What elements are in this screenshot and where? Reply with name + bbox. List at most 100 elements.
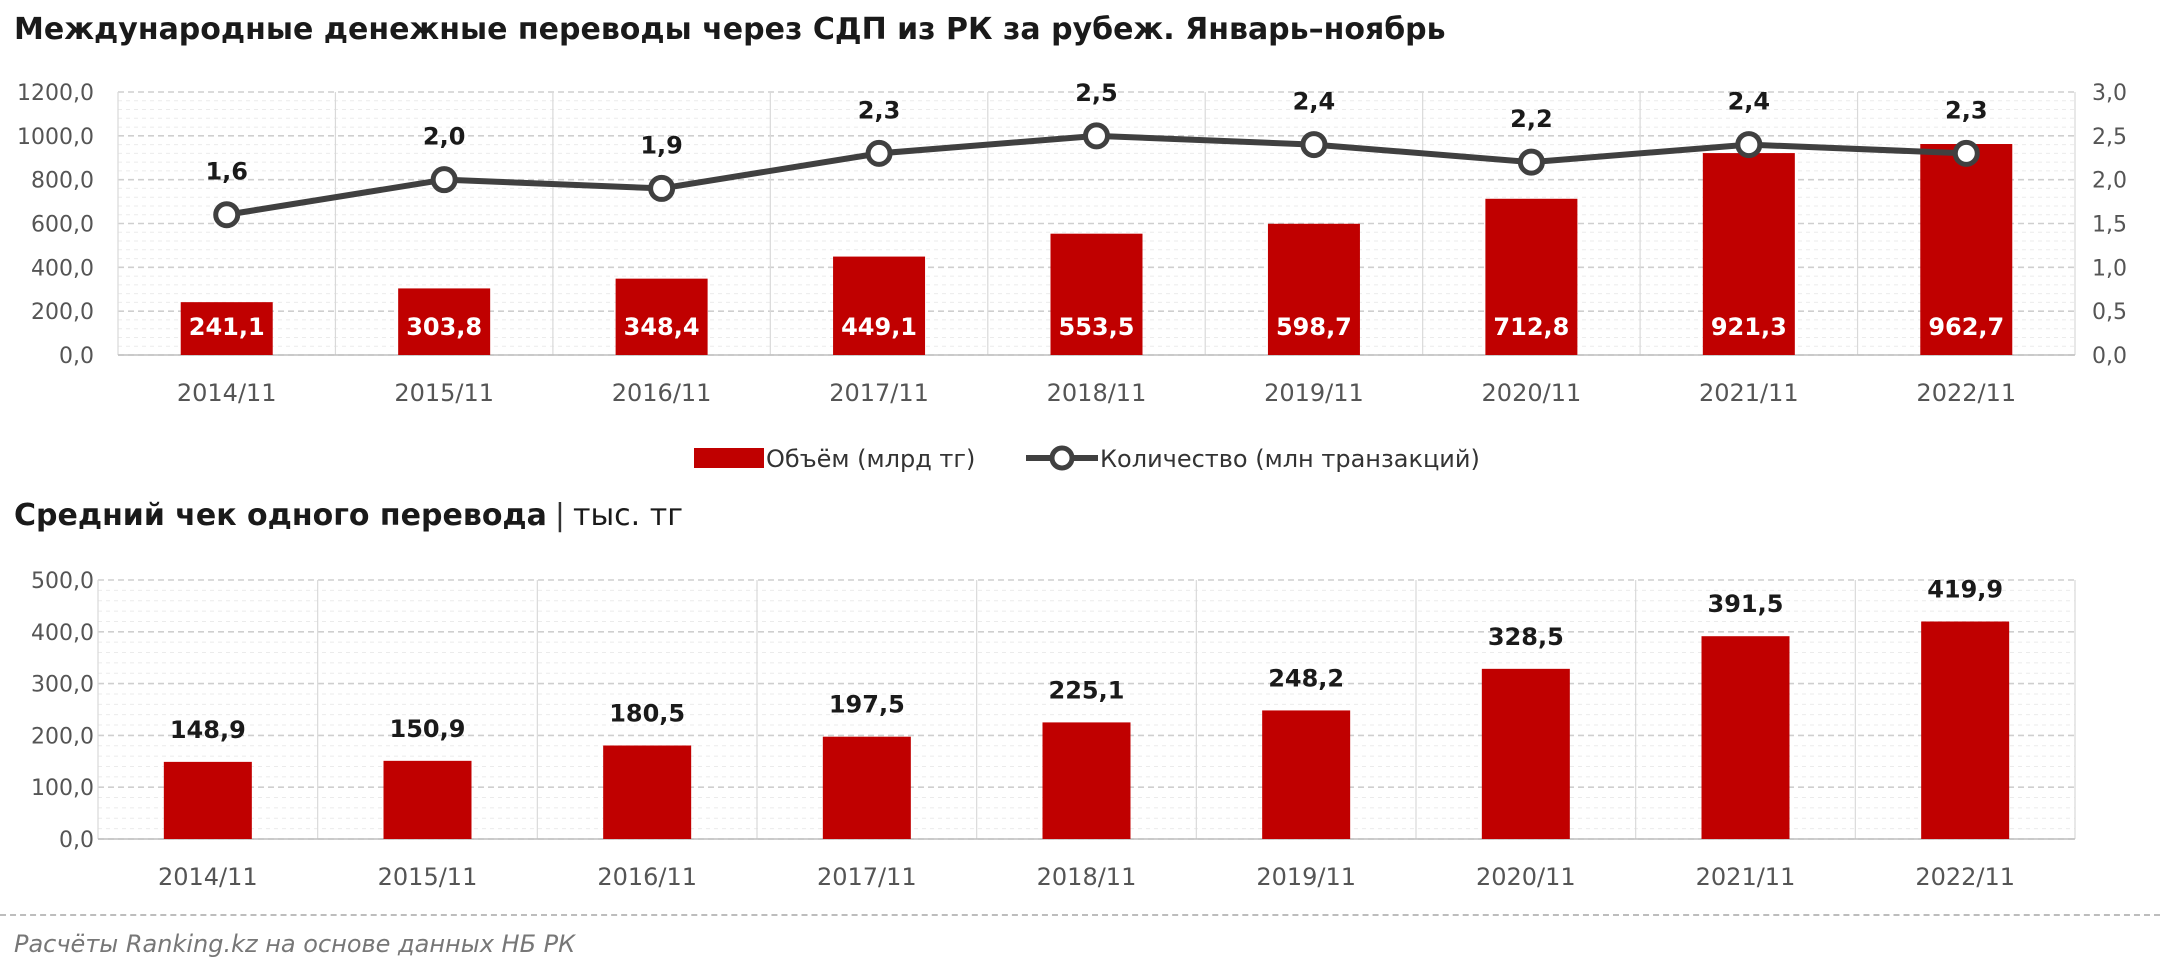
volume-bar [398,288,491,355]
y-right-tick-label: 1,0 [2092,256,2127,281]
volume-bar-label: 553,5 [1059,313,1135,341]
count-point-label: 2,2 [1510,105,1553,133]
x-tick-label: 2022/11 [1915,863,2015,891]
average-check-bar [1701,636,1790,839]
legend-volume-swatch [694,448,764,468]
count-marker [1517,148,1545,176]
volume-bar-label: 303,8 [406,313,482,341]
average-check-bar [822,736,911,839]
volume-bar-label: 449,1 [841,313,917,341]
y-left-tick-label: 1000,0 [17,125,94,150]
volume-bar-label: 962,7 [1928,313,2004,341]
second-chart-title-text: Средний чек одного перевода [14,498,547,533]
x-tick-label: 2018/11 [1047,379,1147,407]
count-marker [213,201,241,229]
count-marker [648,174,676,202]
y-left-tick-label: 200,0 [31,300,94,325]
average-check-label: 328,5 [1488,623,1564,651]
average-check-chart: 0,0 100,0 200,0 300,0 400,0 500,0 148,9 2014/11… [31,569,2076,891]
y-tick-label: 200,0 [31,724,94,749]
x-tick-label: 2019/11 [1256,863,1356,891]
x-tick-label: 2016/11 [597,863,697,891]
count-marker [1300,131,1328,159]
y-right-tick-label: 2,5 [2092,125,2127,150]
average-check-bar [603,745,692,839]
y-tick-label: 100,0 [31,776,94,801]
y-tick-label: 0,0 [59,828,94,853]
x-tick-label: 2019/11 [1264,379,1364,407]
legend-count-label: Количество (млн транзакций) [1100,445,1480,473]
chart-title: Международные денежные переводы через СД… [14,12,1446,47]
y-right-tick-label: 0,5 [2092,300,2127,325]
volume-bar [833,256,926,355]
y-tick-label: 300,0 [31,673,94,698]
average-check-bar [1262,710,1351,839]
count-marker [1952,139,1980,167]
count-point-label: 1,9 [640,131,683,159]
y-tick-label: 400,0 [31,621,94,646]
count-point-label: 2,5 [1075,79,1118,107]
average-check-bar [1042,722,1131,839]
average-check-label: 419,9 [1927,575,2003,603]
average-check-label: 148,9 [170,716,246,744]
average-check-label: 197,5 [829,691,905,719]
volume-bar-label: 241,1 [189,313,265,341]
legend-volume-label: Объём (млрд тг) [766,445,975,473]
average-check-label: 150,9 [390,715,466,743]
volume-bar-label: 921,3 [1711,313,1787,341]
legend-count-marker [1049,445,1075,471]
y-right-tick-label: 2,0 [2092,169,2127,194]
volume-bar [1050,233,1143,355]
count-point-label: 2,4 [1293,88,1336,116]
volume-bar [1485,198,1578,355]
x-tick-label: 2014/11 [158,863,258,891]
average-check-bar [1481,668,1570,839]
x-tick-label: 2016/11 [612,379,712,407]
count-marker [865,139,893,167]
y-left-tick-label: 0,0 [59,344,94,369]
volume-bar [180,302,273,355]
x-tick-label: 2020/11 [1476,863,1576,891]
x-tick-label: 2020/11 [1482,379,1582,407]
volume-count-chart: 0,0 200,0 400,0 600,0 800,0 1000,0 1200,0 0,0 0,… [17,79,2127,473]
y-right-tick-label: 0,0 [2092,344,2127,369]
count-point-label: 2,0 [423,123,466,151]
y-left-tick-label: 800,0 [31,169,94,194]
x-tick-label: 2018/11 [1037,863,1137,891]
volume-bar-label: 712,8 [1493,313,1569,341]
volume-bar [615,278,708,355]
y-left-tick-label: 1200,0 [17,81,94,106]
y-tick-label: 500,0 [31,569,94,594]
average-check-bar [383,760,472,839]
x-tick-label: 2017/11 [817,863,917,891]
y-left-tick-label: 400,0 [31,256,94,281]
average-check-label: 225,1 [1049,676,1125,704]
x-tick-label: 2015/11 [378,863,478,891]
title-separator: | [554,498,566,533]
volume-bar [1920,144,2013,355]
x-tick-label: 2015/11 [394,379,494,407]
x-tick-label: 2017/11 [829,379,929,407]
second-chart-title: Средний чек одного перевода | тыс. тг [14,498,683,533]
count-point-label: 2,4 [1728,88,1771,116]
x-tick-label: 2021/11 [1699,379,1799,407]
average-check-bar [1921,621,2010,839]
y-right-tick-label: 1,5 [2092,213,2127,238]
count-point-label: 1,6 [205,158,248,186]
x-tick-label: 2022/11 [1916,379,2016,407]
count-marker [1735,131,1763,159]
source-note: Расчёты Ranking.kz на основе данных НБ Р… [14,930,576,958]
count-point-label: 2,3 [1945,96,1988,124]
count-point-label: 2,3 [858,96,901,124]
volume-bar-label: 598,7 [1276,313,1352,341]
average-check-label: 391,5 [1708,590,1784,618]
count-marker [430,166,458,194]
volume-bar [1702,153,1795,355]
x-tick-label: 2014/11 [177,379,277,407]
volume-bar-label: 348,4 [624,313,700,341]
average-check-bar [163,761,252,839]
count-marker [1083,122,1110,150]
volume-bar [1267,223,1360,355]
x-tick-label: 2021/11 [1696,863,1796,891]
average-check-label: 180,5 [609,700,685,728]
